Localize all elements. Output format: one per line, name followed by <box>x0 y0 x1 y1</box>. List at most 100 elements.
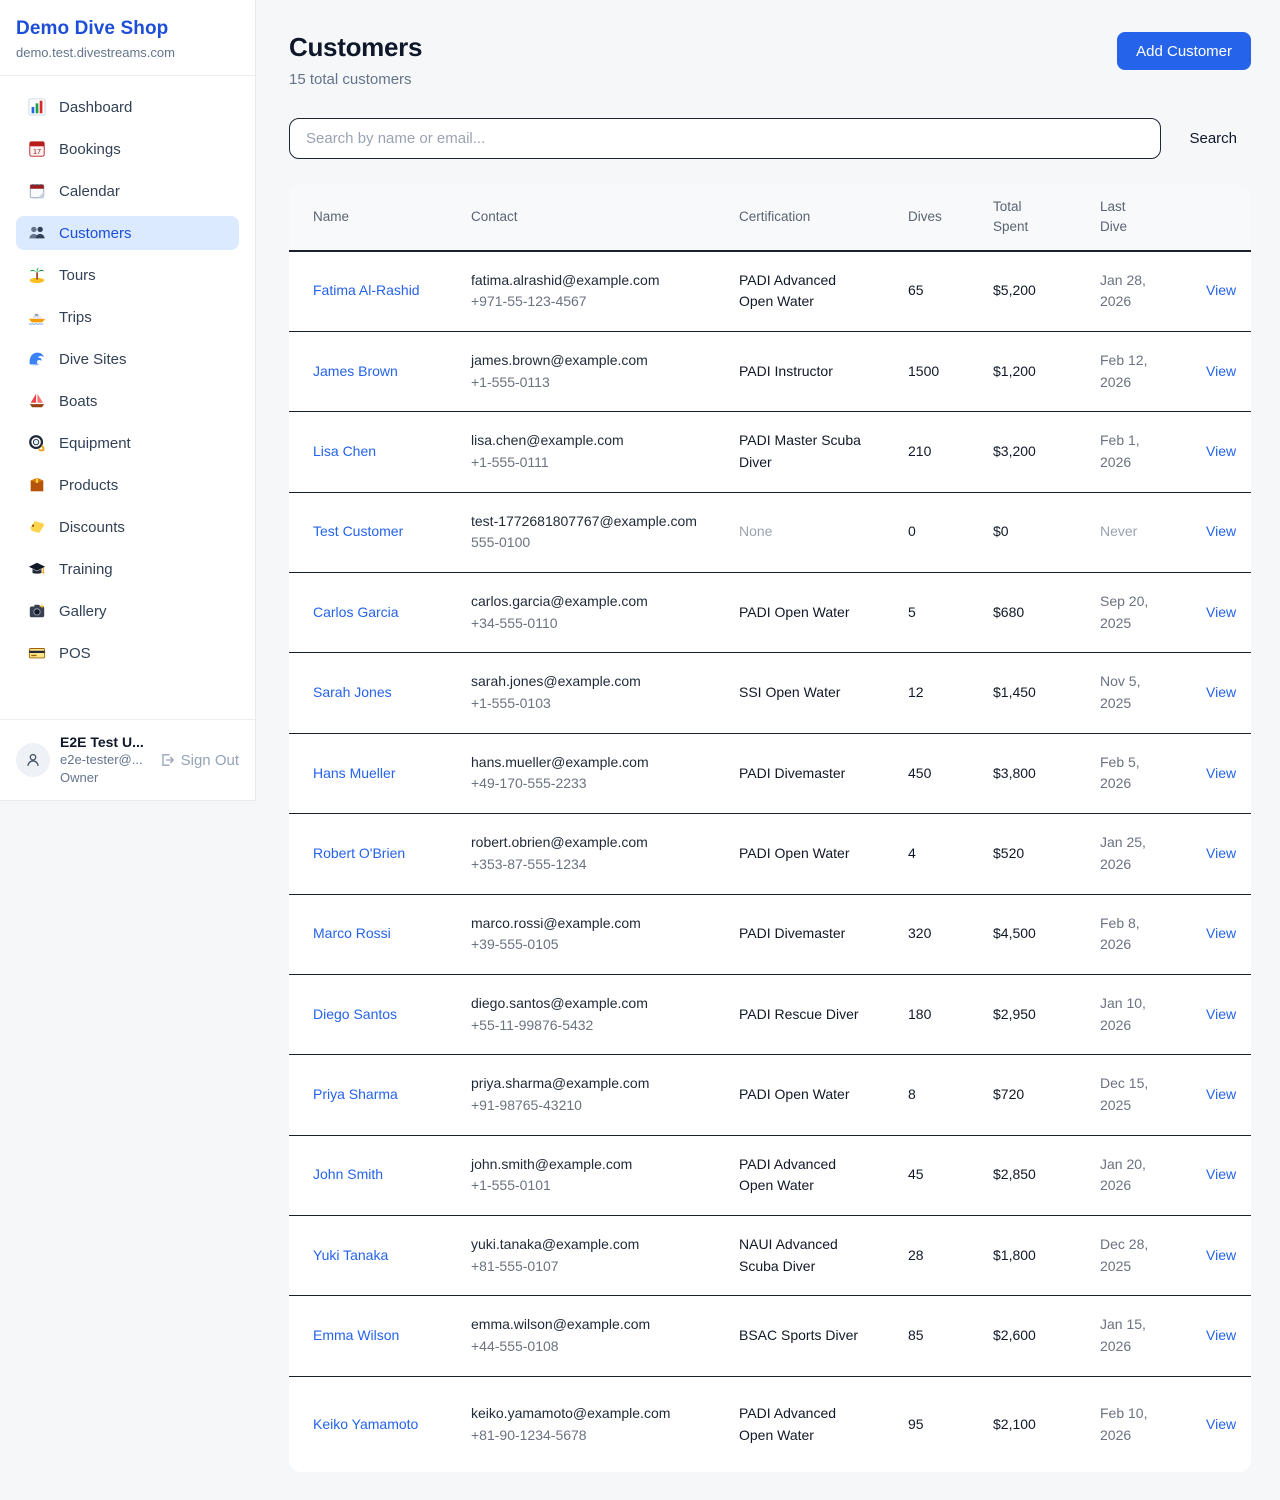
view-link[interactable]: View <box>1206 925 1237 942</box>
sidebar-item-calendar[interactable]: Calendar <box>16 174 239 208</box>
contact-cell: john.smith@example.com +1-555-0101 <box>447 1135 715 1217</box>
customer-name-link[interactable]: Carlos Garcia <box>313 603 399 620</box>
customer-name-link[interactable]: Fatima Al-Rashid <box>313 282 420 299</box>
logout-icon <box>161 754 174 766</box>
view-link[interactable]: View <box>1206 1327 1237 1344</box>
view-link[interactable]: View <box>1206 523 1237 540</box>
name-cell: Keiko Yamamoto <box>289 1376 447 1472</box>
customer-email: test-1772681807767@example.com <box>471 512 697 529</box>
user-footer: E2E Test U... e2e-tester@... Owner Sign … <box>0 719 255 800</box>
last-dive-cell: Feb 1, 2026 <box>1076 411 1182 493</box>
certification-cell: PADI Divemaster <box>715 733 884 815</box>
last-dive-cell: Dec 28, 2025 <box>1076 1215 1182 1297</box>
view-link[interactable]: View <box>1206 1086 1237 1103</box>
user-info: E2E Test U... e2e-tester@... Owner <box>60 733 149 787</box>
customer-name-link[interactable]: Lisa Chen <box>313 443 377 460</box>
last-dive-cell: Jan 10, 2026 <box>1076 974 1182 1056</box>
island-icon <box>29 267 45 284</box>
total-spent-cell: $720 <box>969 1054 1076 1136</box>
view-link[interactable]: View <box>1206 764 1237 781</box>
customer-name-link[interactable]: James Brown <box>313 362 398 379</box>
brand-domain: demo.test.divestreams.com <box>16 45 175 60</box>
sidebar-item-training[interactable]: Training <box>16 552 239 586</box>
search-button[interactable]: Search <box>1175 130 1251 147</box>
dives-cell: 5 <box>884 572 969 654</box>
last-dive-cell: Jan 15, 2026 <box>1076 1295 1182 1377</box>
actions-cell: View <box>1182 974 1251 1056</box>
view-link[interactable]: View <box>1206 603 1237 620</box>
view-link[interactable]: View <box>1206 1246 1237 1263</box>
sidebar-item-dive-sites[interactable]: Dive Sites <box>16 342 239 376</box>
view-link[interactable]: View <box>1206 844 1237 861</box>
sidebar-item-boats[interactable]: Boats <box>16 384 239 418</box>
sidebar-item-label: Trips <box>59 308 92 326</box>
sidebar-item-label: Calendar <box>59 182 120 200</box>
last-dive-cell: Nov 5, 2025 <box>1076 652 1182 734</box>
sidebar-item-trips[interactable]: Trips <box>16 300 239 334</box>
actions-cell: View <box>1182 1135 1251 1217</box>
add-customer-button[interactable]: Add Customer <box>1117 32 1251 70</box>
customer-name-link[interactable]: Keiko Yamamoto <box>313 1415 419 1432</box>
wave-icon <box>29 352 44 366</box>
customer-phone: +44-555-0108 <box>471 1338 559 1355</box>
customer-name-link[interactable]: Sarah Jones <box>313 684 392 701</box>
total-spent-cell: $2,600 <box>969 1295 1076 1377</box>
customer-name-link[interactable]: Yuki Tanaka <box>313 1246 389 1263</box>
dives-cell: 28 <box>884 1215 969 1297</box>
user-role: Owner <box>60 770 99 786</box>
sidebar-item-customers[interactable]: Customers <box>16 216 239 250</box>
view-link[interactable]: View <box>1206 282 1237 299</box>
total-spent-cell: $2,950 <box>969 974 1076 1056</box>
view-link[interactable]: View <box>1206 362 1237 379</box>
customer-name-link[interactable]: Marco Rossi <box>313 925 391 942</box>
sidebar-item-pos[interactable]: POS <box>16 636 239 670</box>
brand-block: Demo Dive Shop demo.test.divestreams.com <box>0 0 255 76</box>
customer-email: keiko.yamamoto@example.com <box>471 1404 671 1421</box>
customer-name-link[interactable]: Hans Mueller <box>313 764 396 781</box>
customer-name-link[interactable]: Test Customer <box>313 523 404 540</box>
sidebar-item-products[interactable]: Products <box>16 468 239 502</box>
actions-cell: View <box>1182 813 1251 895</box>
view-link[interactable]: View <box>1206 443 1237 460</box>
customer-phone: +34-555-0110 <box>471 614 558 631</box>
customer-count: 15 total customers <box>289 71 412 88</box>
total-spent-cell: $3,200 <box>969 411 1076 493</box>
customer-name-link[interactable]: Robert O'Brien <box>313 844 406 861</box>
page-header: Customers 15 total customers Add Custome… <box>289 32 1251 88</box>
sign-out-button[interactable]: Sign Out <box>159 752 239 769</box>
user-email: e2e-tester@... <box>60 752 143 768</box>
search-input[interactable] <box>289 118 1162 159</box>
customer-name-link[interactable]: Emma Wilson <box>313 1327 400 1344</box>
total-spent-cell: $0 <box>969 492 1076 574</box>
customer-phone: +81-90-1234-5678 <box>471 1426 587 1443</box>
customer-phone: +1-555-0111 <box>471 453 549 470</box>
contact-cell: emma.wilson@example.com +44-555-0108 <box>447 1295 715 1377</box>
customer-name-link[interactable]: John Smith <box>313 1166 384 1183</box>
view-link[interactable]: View <box>1206 1005 1237 1022</box>
sidebar-item-tours[interactable]: Tours <box>16 258 239 292</box>
name-cell: Robert O'Brien <box>289 813 447 895</box>
customer-name-link[interactable]: Priya Sharma <box>313 1086 398 1103</box>
table-row: Emma Wilson emma.wilson@example.com +44-… <box>289 1295 1251 1377</box>
customer-name-link[interactable]: Diego Santos <box>313 1005 398 1022</box>
sidebar-item-label: Equipment <box>59 434 131 452</box>
bar-chart-icon <box>28 98 46 116</box>
sidebar-item-bookings[interactable]: 17 Bookings <box>16 132 239 166</box>
sidebar-item-gallery[interactable]: Gallery <box>16 594 239 628</box>
customer-phone: +39-555-0105 <box>471 936 559 953</box>
customers-table-card: Name Contact Certification Dives Total S… <box>289 185 1251 1473</box>
table-row: Robert O'Brien robert.obrien@example.com… <box>289 813 1251 895</box>
sidebar-item-discounts[interactable]: Discounts <box>16 510 239 544</box>
dives-cell: 95 <box>908 1415 924 1432</box>
sidebar-item-dashboard[interactable]: Dashboard <box>16 90 239 124</box>
column-header-last-dive: Last Dive <box>1076 185 1182 252</box>
view-link[interactable]: View <box>1206 1166 1237 1183</box>
view-link[interactable]: View <box>1206 1415 1237 1432</box>
sidebar-item-equipment[interactable]: Equipment <box>16 426 239 460</box>
view-link[interactable]: View <box>1206 684 1237 701</box>
total-spent-cell: $4,500 <box>969 894 1076 975</box>
table-row: James Brown james.brown@example.com +1-5… <box>289 331 1251 413</box>
certification-cell: PADI Instructor <box>715 331 884 413</box>
table-header-row: Name Contact Certification Dives Total S… <box>289 185 1251 252</box>
last-dive-cell: Feb 12, 2026 <box>1076 331 1182 413</box>
